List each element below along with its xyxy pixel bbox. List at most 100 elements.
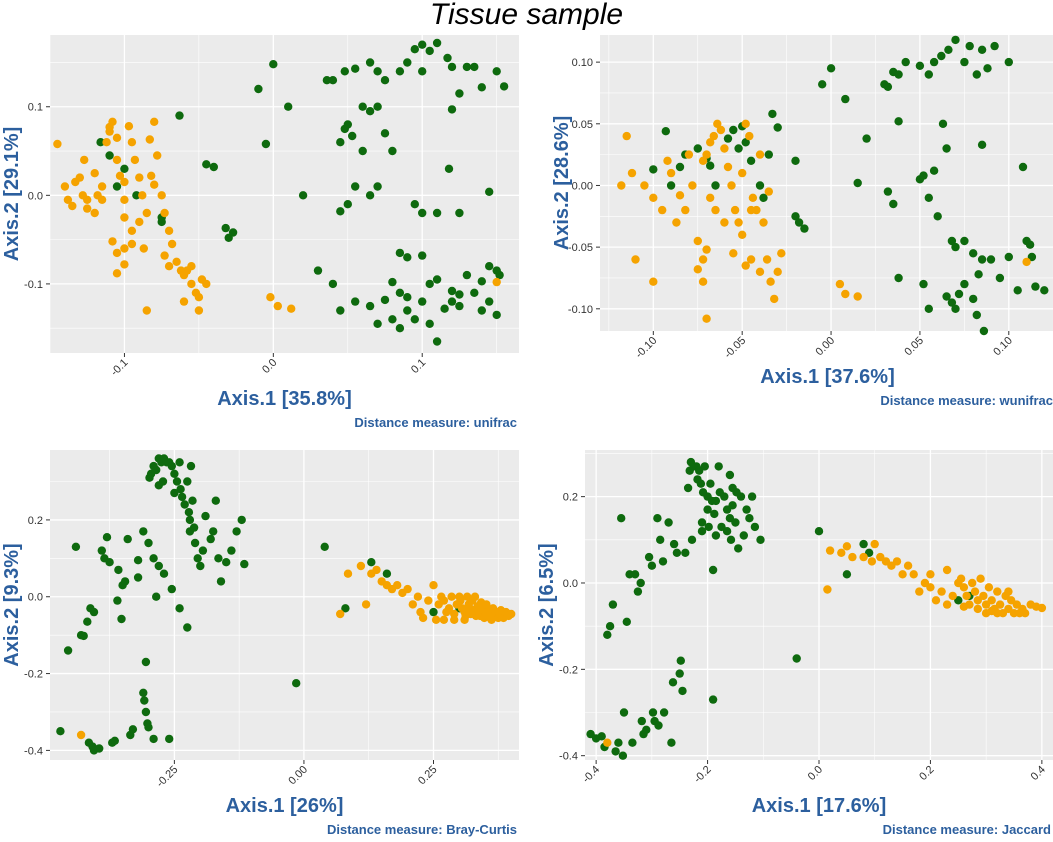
data-point-group_a: [977, 45, 987, 54]
data-point-group_b: [711, 205, 720, 215]
y-tick-label: -0.10: [568, 304, 593, 316]
data-point-group_a: [340, 67, 349, 76]
data-point-group_a: [403, 293, 412, 302]
data-point-group_b: [424, 596, 433, 605]
data-point-group_b: [684, 150, 694, 159]
data-point-group_b: [343, 569, 353, 578]
data-point-group_a: [170, 469, 179, 478]
data-point-group_a: [687, 535, 697, 544]
data-point-group_a: [462, 270, 472, 280]
data-point-group_a: [201, 511, 210, 521]
data-point-group_a: [425, 279, 434, 289]
pcoa-plot-wunifrac: -0.10 -0.05 0.00 0.05 0.10-0.10-0.050.000.05…: [551, 35, 1053, 408]
data-point-group_a: [209, 527, 218, 536]
data-point-group_b: [702, 150, 711, 159]
data-point-group_a: [367, 558, 376, 567]
data-point-group_a: [365, 301, 375, 311]
data-point-group_a: [678, 686, 687, 696]
x-tick-label: -0.2: [692, 764, 714, 786]
data-point-group_a: [951, 242, 960, 252]
data-point-group_a: [410, 200, 419, 209]
data-point-group_a: [123, 534, 132, 544]
data-point-group_b: [870, 539, 879, 549]
data-point-group_b: [993, 587, 1002, 596]
data-point-group_a: [637, 716, 646, 726]
data-point-group_a: [750, 522, 760, 532]
data-point-group_a: [653, 514, 662, 523]
data-point-group_a: [708, 695, 718, 704]
data-point-group_b: [194, 306, 204, 315]
data-point-group_a: [141, 707, 151, 717]
data-point-group_b: [336, 609, 345, 619]
data-point-group_a: [711, 496, 721, 506]
data-point-group_b: [720, 144, 729, 153]
data-point-group_a: [597, 732, 606, 741]
data-point-group_a: [711, 181, 720, 190]
data-point-group_a: [113, 596, 122, 605]
data-point-group_b: [138, 191, 147, 200]
data-point-group_b: [759, 218, 768, 227]
data-point-group_b: [848, 552, 857, 562]
data-point-group_a: [723, 134, 733, 143]
data-point-group_a: [159, 569, 169, 578]
data-point-group_a: [661, 127, 670, 136]
data-point-group_b: [762, 255, 772, 264]
data-point-group_a: [373, 67, 382, 76]
data-point-group_b: [631, 255, 640, 264]
data-point-group_a: [759, 193, 768, 202]
data-point-group_b: [356, 561, 366, 571]
data-point-group_a: [128, 725, 138, 734]
data-point-group_a: [221, 223, 230, 233]
data-point-group_b: [837, 548, 846, 557]
data-point-group_a: [395, 248, 405, 258]
data-point-group_b: [507, 609, 516, 619]
y-tick-label: 0.0: [563, 578, 578, 590]
data-point-group_a: [139, 527, 148, 536]
data-point-group_a: [960, 236, 969, 246]
data-point-group_a: [814, 527, 824, 536]
data-point-group_b: [361, 600, 371, 609]
data-point-group_b: [273, 301, 282, 311]
data-point-group_a: [485, 262, 494, 271]
data-point-group_a: [1031, 282, 1040, 291]
y-tick-label: 0.0: [28, 592, 43, 604]
data-point-group_a: [202, 160, 211, 169]
data-point-group_b: [444, 604, 454, 613]
data-point-group_a: [951, 35, 960, 45]
distance-measure-caption: Distance measure: wunifrac: [880, 393, 1053, 408]
data-point-group_b: [770, 294, 779, 304]
data-point-group_b: [124, 122, 134, 131]
data-point-group_b: [187, 279, 196, 289]
data-point-group_b: [120, 177, 129, 187]
data-point-group_a: [184, 508, 194, 517]
data-point-group_a: [365, 107, 375, 116]
data-point-group_b: [179, 297, 189, 306]
data-point-group_a: [706, 161, 715, 170]
data-point-group_a: [603, 630, 612, 639]
data-point-group_a: [432, 38, 442, 48]
y-tick-label: 0.10: [572, 57, 593, 69]
data-point-group_a: [1018, 162, 1028, 172]
data-point-group_b: [693, 236, 702, 246]
data-point-group_b: [460, 615, 469, 624]
data-point-group_a: [343, 120, 352, 129]
data-point-group_a: [425, 46, 434, 56]
data-point-group_a: [351, 297, 360, 306]
data-point-group_b: [993, 609, 1002, 618]
data-point-group_b: [823, 585, 832, 594]
data-point-group_b: [167, 239, 177, 249]
x-tick-label: 0.4: [1029, 764, 1048, 783]
data-point-group_b: [157, 191, 166, 200]
data-point-group_a: [960, 57, 969, 67]
data-point-group_b: [135, 217, 144, 227]
data-point-group_b: [80, 155, 89, 165]
data-point-group_a: [720, 492, 729, 501]
data-point-group_a: [915, 61, 925, 70]
data-point-group_b: [658, 205, 667, 215]
data-point-group_a: [683, 483, 693, 493]
data-point-group_a: [696, 479, 706, 488]
data-point-group_a: [167, 584, 176, 594]
data-point-group_a: [112, 182, 122, 191]
data-point-group_a: [209, 162, 218, 172]
